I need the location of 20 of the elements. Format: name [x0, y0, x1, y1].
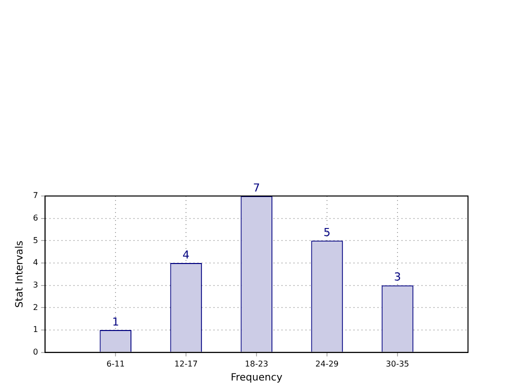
data-label: 7: [253, 181, 260, 194]
y-axis-title: Stat Intervals: [14, 240, 26, 308]
data-label: 5: [324, 226, 331, 240]
y-tick-label: 7: [32, 191, 38, 200]
data-label: 1: [112, 315, 120, 328]
y-tick-label: 4: [32, 258, 38, 268]
y-tick-label: 5: [32, 236, 38, 245]
x-axis-title: Frequency: [230, 372, 282, 384]
x-tick-label: 12-17: [174, 359, 198, 368]
x-tick-label: 30-35: [386, 359, 410, 368]
y-tick-label: 0: [32, 347, 38, 356]
data-label: 3: [394, 270, 402, 284]
x-tick-label: 24-29: [315, 359, 339, 368]
data-label: 4: [182, 248, 190, 262]
x-tick-label: 6-11: [106, 359, 125, 368]
y-tick-label: 6: [32, 213, 38, 222]
y-tick-label: 3: [32, 280, 38, 290]
y-tick-label: 2: [32, 302, 38, 312]
x-tick-label: 18-23: [244, 359, 268, 368]
y-tick-label: 1: [32, 325, 38, 334]
